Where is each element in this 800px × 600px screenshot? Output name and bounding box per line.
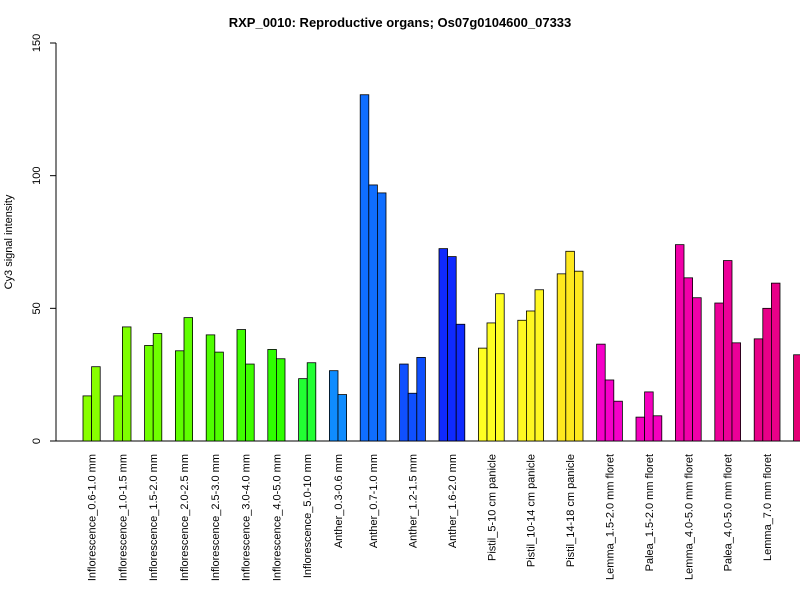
- bar: [526, 310, 536, 442]
- bar: [486, 322, 497, 442]
- bar: [407, 392, 418, 442]
- x-tick-labels: Inflorescence_0.6-1.0 mm Inflorescence_1.…: [87, 454, 774, 581]
- y-axis: 0 50 100 150: [31, 34, 57, 444]
- x-tick-label: Inflorescence_3.0-4.0 mm: [241, 454, 253, 581]
- bar: [635, 416, 646, 442]
- x-tick-label: Palea_1.5-2.0 mm floret: [644, 454, 656, 571]
- x-tick-label: Lemma_4.0-5.0 mm floret: [683, 454, 695, 580]
- bar: [613, 400, 623, 442]
- bar: [359, 94, 370, 442]
- x-tick-label: Palea_4.0-5.0 mm floret: [723, 454, 735, 571]
- bar: [144, 345, 154, 442]
- y-tick-label: 150: [31, 34, 43, 52]
- bar: [675, 244, 685, 442]
- bar: [604, 379, 615, 442]
- x-tick-label: Pistil_5-10 cm panicle: [486, 454, 498, 561]
- bar: [534, 289, 545, 442]
- x-tick-label: Inflorescence_0.6-1.0 mm: [87, 454, 99, 581]
- x-tick-label: Inflorescence_2.5-3.0 mm: [210, 454, 222, 581]
- bar: [399, 363, 409, 442]
- bar: [692, 297, 702, 442]
- x-tick-label: Anther_0.3-0.6 mm: [333, 454, 345, 548]
- x-tick-label: Inflorescence_5.0-10 mm: [302, 454, 314, 578]
- bar: [714, 302, 724, 442]
- bar: [652, 415, 663, 442]
- bar: [205, 334, 216, 442]
- bar: [723, 260, 733, 442]
- bar: [731, 342, 742, 442]
- bars: [82, 94, 800, 442]
- bar: [793, 354, 800, 442]
- bar: [174, 350, 185, 442]
- bar: [517, 319, 527, 442]
- bar: [438, 248, 449, 442]
- bar: [376, 192, 387, 442]
- bar: [753, 338, 764, 442]
- x-tick-label: Anther_0.7-1.0 mm: [368, 454, 380, 548]
- x-tick-label: Inflorescence_2.0-2.5 mm: [179, 454, 191, 581]
- y-tick-label: 100: [31, 166, 43, 184]
- bar: [416, 357, 426, 442]
- bar: [337, 394, 348, 442]
- bar: [275, 358, 286, 442]
- x-tick-label: Inflorescence_4.0-5.0 mm: [271, 454, 283, 581]
- bar: [556, 273, 567, 442]
- bar: [368, 184, 378, 442]
- bar: [122, 326, 132, 442]
- bar: [306, 362, 317, 442]
- x-tick-label: Pistil_14-18 cm panicle: [565, 454, 577, 567]
- bar: [152, 333, 163, 442]
- bar: [183, 317, 194, 442]
- bar: [455, 323, 466, 442]
- x-tick-label: Pistil_10-14 cm panicle: [526, 454, 538, 567]
- x-tick-label: Inflorescence_1.0-1.5 mm: [117, 454, 129, 581]
- x-tick-label: Inflorescence_1.5-2.0 mm: [148, 454, 160, 581]
- bar: [82, 395, 93, 442]
- x-tick-label: Lemma_1.5-2.0 mm floret: [605, 454, 617, 580]
- bar: [644, 391, 654, 442]
- bar: [236, 329, 247, 442]
- bar: [447, 256, 457, 442]
- bar: [762, 307, 772, 442]
- bar: [298, 378, 308, 442]
- bar: [245, 363, 255, 442]
- y-tick-label: 0: [31, 438, 43, 444]
- bar: [91, 366, 101, 442]
- y-axis-title: Cy3 signal intensity: [3, 194, 15, 289]
- bar: [683, 277, 694, 442]
- bar: [214, 351, 224, 442]
- bar: [565, 250, 575, 442]
- bar: [574, 270, 584, 442]
- x-tick-label: Anther_1.2-1.5 mm: [408, 454, 420, 548]
- bar: [328, 370, 339, 442]
- x-tick-label: Anther_1.6-2.0 mm: [447, 454, 459, 548]
- y-tick-label: 50: [31, 302, 43, 314]
- bar: [596, 343, 606, 442]
- bar: [771, 282, 781, 442]
- bar: [113, 395, 123, 442]
- bar: [495, 293, 505, 442]
- bar: [477, 347, 488, 442]
- bar: [267, 349, 277, 442]
- x-tick-label: Lemma_7.0 mm floret: [762, 454, 774, 561]
- chart-title: RXP_0010: Reproductive organs; Os07g0104…: [229, 15, 572, 30]
